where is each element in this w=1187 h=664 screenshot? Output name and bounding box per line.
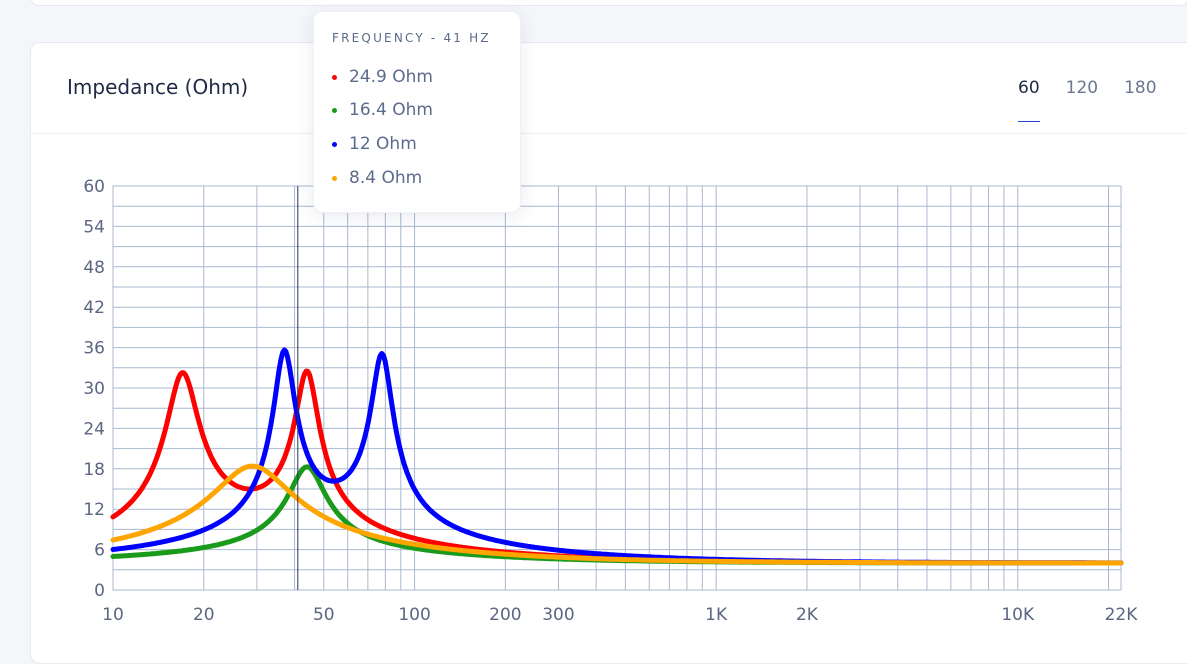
- series-line: [110, 464, 1124, 566]
- y-tick-label: 48: [83, 258, 105, 278]
- x-tick-label: 20: [193, 605, 215, 625]
- y-tick-label: 42: [83, 298, 105, 318]
- tooltip-row: 16.4 Ohm: [332, 100, 433, 120]
- x-tick-label: 200: [489, 605, 521, 625]
- y-tick-label: 18: [83, 460, 105, 480]
- x-tick-label: 100: [398, 605, 430, 625]
- series-dot-icon: [332, 175, 337, 181]
- series-line: [110, 347, 1124, 566]
- impedance-chart[interactable]: 0 6 12 18 24 30 36 42 48 54 60 10 20 50 100 200 300 1K 2K…: [0, 0, 1187, 639]
- x-tick-label: 10K: [1001, 605, 1035, 625]
- tooltip-row: 12 Ohm: [332, 134, 417, 154]
- tooltip-header: FREQUENCY - 41 HZ: [332, 31, 491, 45]
- x-tick-label: 22K: [1105, 605, 1139, 625]
- x-tick-label: 1K: [705, 605, 728, 625]
- y-tick-label: 60: [83, 177, 105, 197]
- card-title: Impedance (Ohm): [67, 75, 249, 99]
- tooltip-value: 12 Ohm: [349, 134, 417, 154]
- tooltip-value: 8.4 Ohm: [349, 168, 423, 188]
- tooltip-row: 8.4 Ohm: [332, 168, 422, 188]
- y-tick-label: 30: [83, 379, 105, 399]
- series-dot-icon: [332, 141, 337, 147]
- series-lines: [110, 347, 1124, 566]
- card-header: Impedance (Ohm) 60 120 180: [31, 43, 1187, 134]
- y-tick-label: 54: [83, 217, 105, 237]
- tooltip-row: 24.9 Ohm: [332, 67, 433, 87]
- range-tab-180[interactable]: 180: [1124, 78, 1157, 98]
- series-dot-icon: [332, 107, 337, 113]
- chart-grid: [112, 185, 1122, 591]
- x-tick-label: 10: [102, 605, 124, 625]
- y-tick-label: 12: [83, 500, 105, 520]
- tooltip-value: 24.9 Ohm: [349, 67, 433, 87]
- x-tick-label: 50: [313, 605, 335, 625]
- hover-tooltip: FREQUENCY - 41 HZ 24.9 Ohm 16.4 Ohm 12 O…: [313, 11, 521, 213]
- range-tab-60[interactable]: 60: [1018, 78, 1040, 122]
- y-tick-label: 24: [83, 419, 105, 439]
- x-tick-label: 2K: [796, 605, 819, 625]
- y-tick-label: 0: [94, 581, 105, 601]
- y-axis-ticks: 0 6 12 18 24 30 36 42 48 54 60: [83, 177, 105, 601]
- tooltip-value: 16.4 Ohm: [349, 100, 433, 120]
- x-axis-ticks: 10 20 50 100 200 300 1K 2K 10K 22K: [102, 605, 1138, 625]
- series-line: [110, 463, 1124, 566]
- y-tick-label: 6: [94, 541, 105, 561]
- range-tabs: 60 120 180: [1018, 78, 1183, 122]
- y-tick-label: 36: [83, 339, 105, 359]
- x-tick-label: 300: [542, 605, 574, 625]
- series-dot-icon: [332, 74, 337, 80]
- range-tab-120[interactable]: 120: [1065, 78, 1099, 98]
